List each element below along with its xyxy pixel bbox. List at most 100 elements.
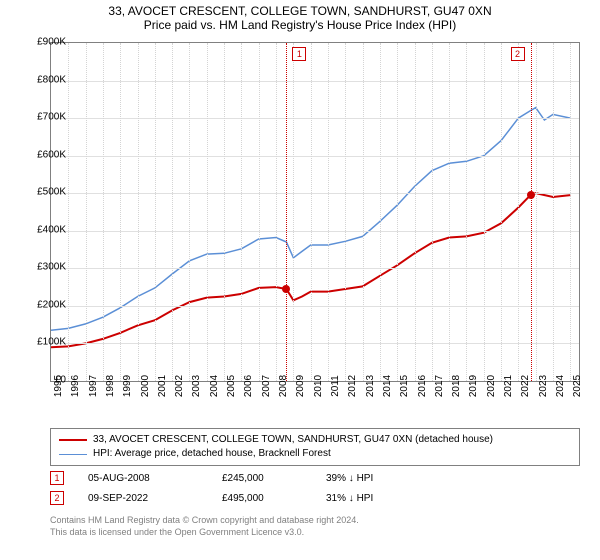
vgrid-line <box>328 43 329 381</box>
transaction-row: 1 05-AUG-2008 £245,000 39% ↓ HPI <box>50 468 580 488</box>
vgrid-line <box>103 43 104 381</box>
x-axis-label: 2023 <box>538 375 549 397</box>
sale-dot <box>527 191 535 199</box>
transactions-table: 1 05-AUG-2008 £245,000 39% ↓ HPI 2 09-SEP-202… <box>50 468 580 508</box>
vgrid-line <box>224 43 225 381</box>
vgrid-line <box>536 43 537 381</box>
footer-attribution: Contains HM Land Registry data © Crown c… <box>50 514 580 538</box>
x-axis-label: 2019 <box>468 375 479 397</box>
transaction-date: 05-AUG-2008 <box>88 473 198 484</box>
hgrid-line <box>51 118 579 119</box>
x-axis-label: 2022 <box>520 375 531 397</box>
x-axis-label: 2025 <box>572 375 583 397</box>
legend-label: HPI: Average price, detached house, Brac… <box>93 447 331 461</box>
vgrid-line <box>276 43 277 381</box>
x-axis-label: 2014 <box>382 375 393 397</box>
y-axis-label: £600K <box>18 149 66 160</box>
footer-line-2: This data is licensed under the Open Gov… <box>50 526 580 538</box>
sale-marker-line <box>286 43 287 381</box>
x-axis-label: 2020 <box>486 375 497 397</box>
transaction-marker: 1 <box>50 471 64 485</box>
vgrid-line <box>120 43 121 381</box>
hgrid-line <box>51 268 579 269</box>
x-axis-label: 2017 <box>434 375 445 397</box>
y-axis-label: £700K <box>18 112 66 123</box>
x-axis-label: 2016 <box>417 375 428 397</box>
x-axis-label: 1997 <box>88 375 99 397</box>
hgrid-line <box>51 306 579 307</box>
vgrid-line <box>86 43 87 381</box>
transaction-delta: 39% ↓ HPI <box>326 473 416 484</box>
sale-marker-number: 2 <box>511 47 525 61</box>
line-series-svg <box>51 43 579 381</box>
x-axis-label: 2015 <box>399 375 410 397</box>
x-axis-label: 2018 <box>451 375 462 397</box>
vgrid-line <box>138 43 139 381</box>
title-block: 33, AVOCET CRESCENT, COLLEGE TOWN, SANDH… <box>0 0 600 34</box>
vgrid-line <box>501 43 502 381</box>
vgrid-line <box>466 43 467 381</box>
y-axis-label: £400K <box>18 224 66 235</box>
x-axis-label: 1998 <box>105 375 116 397</box>
transaction-row: 2 09-SEP-2022 £495,000 31% ↓ HPI <box>50 488 580 508</box>
plot-area: 12 <box>50 42 580 382</box>
vgrid-line <box>432 43 433 381</box>
transaction-date: 09-SEP-2022 <box>88 493 198 504</box>
vgrid-line <box>363 43 364 381</box>
x-axis-label: 2021 <box>503 375 514 397</box>
hgrid-line <box>51 231 579 232</box>
legend-row: HPI: Average price, detached house, Brac… <box>59 447 571 461</box>
transaction-price: £495,000 <box>222 493 302 504</box>
y-axis-label: £500K <box>18 187 66 198</box>
y-axis-label: £200K <box>18 299 66 310</box>
vgrid-line <box>189 43 190 381</box>
vgrid-line <box>259 43 260 381</box>
legend-box: 33, AVOCET CRESCENT, COLLEGE TOWN, SANDH… <box>50 428 580 466</box>
transaction-delta: 31% ↓ HPI <box>326 493 416 504</box>
sale-marker-number: 1 <box>292 47 306 61</box>
x-axis-label: 1996 <box>70 375 81 397</box>
legend-row: 33, AVOCET CRESCENT, COLLEGE TOWN, SANDH… <box>59 433 571 447</box>
sale-dot <box>282 285 290 293</box>
transaction-price: £245,000 <box>222 473 302 484</box>
vgrid-line <box>311 43 312 381</box>
legend-label: 33, AVOCET CRESCENT, COLLEGE TOWN, SANDH… <box>93 433 493 447</box>
hgrid-line <box>51 193 579 194</box>
x-axis-label: 2012 <box>347 375 358 397</box>
chart-title-main: 33, AVOCET CRESCENT, COLLEGE TOWN, SANDH… <box>0 4 600 18</box>
x-axis-label: 2013 <box>365 375 376 397</box>
vgrid-line <box>293 43 294 381</box>
x-axis-label: 2009 <box>295 375 306 397</box>
x-axis-label: 2006 <box>243 375 254 397</box>
y-axis-label: £300K <box>18 262 66 273</box>
x-axis-label: 2008 <box>278 375 289 397</box>
vgrid-line <box>553 43 554 381</box>
vgrid-line <box>345 43 346 381</box>
x-axis-label: 2001 <box>157 375 168 397</box>
hgrid-line <box>51 343 579 344</box>
vgrid-line <box>380 43 381 381</box>
x-axis-label: 2011 <box>330 375 341 397</box>
legend-swatch <box>59 439 87 441</box>
vgrid-line <box>518 43 519 381</box>
x-axis-label: 2004 <box>209 375 220 397</box>
y-axis-label: £800K <box>18 74 66 85</box>
x-axis-label: 2005 <box>226 375 237 397</box>
vgrid-line <box>415 43 416 381</box>
vgrid-line <box>207 43 208 381</box>
hgrid-line <box>51 81 579 82</box>
y-axis-label: £900K <box>18 37 66 48</box>
vgrid-line <box>570 43 571 381</box>
transaction-marker: 2 <box>50 491 64 505</box>
x-axis-label: 2000 <box>140 375 151 397</box>
x-axis-label: 2024 <box>555 375 566 397</box>
vgrid-line <box>397 43 398 381</box>
x-axis-label: 2010 <box>313 375 324 397</box>
sale-marker-line <box>531 43 532 381</box>
vgrid-line <box>68 43 69 381</box>
vgrid-line <box>484 43 485 381</box>
vgrid-line <box>172 43 173 381</box>
chart-title-sub: Price paid vs. HM Land Registry's House … <box>0 18 600 32</box>
y-axis-label: £100K <box>18 337 66 348</box>
hgrid-line <box>51 156 579 157</box>
